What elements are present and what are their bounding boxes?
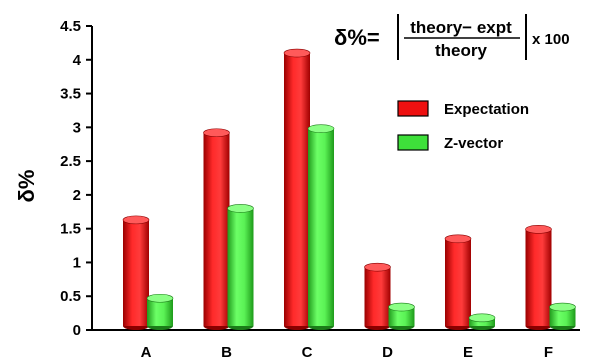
bar-top	[525, 225, 552, 234]
x-category-label: B	[221, 344, 232, 358]
bar-z-vector-c	[307, 124, 335, 330]
y-tick-label: 0	[73, 322, 81, 339]
bar-top	[122, 215, 150, 225]
legend-label-z-vector: Z-vector	[444, 135, 503, 152]
y-tick-label: 4.5	[60, 18, 81, 35]
bar-top	[146, 293, 174, 303]
legend-item-expectation: Expectation	[397, 100, 529, 118]
axes: 0 0.5 1 1.5 2 2.5 3 3.5 4 4.5	[60, 18, 580, 339]
y-tick-label: 3.5	[60, 86, 81, 103]
formula-multiplier: x 100	[532, 31, 570, 48]
legend-item-z-vector: Z-vector	[397, 134, 503, 152]
y-tick-label: 1.5	[60, 221, 81, 238]
bar-expectation-c	[283, 48, 311, 330]
bar-body	[525, 229, 552, 326]
bar-body	[549, 307, 576, 326]
formula-denominator: theory	[435, 41, 488, 60]
bar-body	[123, 219, 149, 326]
x-category-label: C	[302, 344, 313, 358]
bar-top	[227, 204, 254, 213]
y-axis-title: δ%	[14, 170, 39, 203]
y-tick-label: 3	[73, 119, 81, 136]
bar-z-vector-e	[468, 313, 496, 330]
y-tick-label: 1	[73, 254, 81, 271]
bar-z-vector-f	[549, 302, 576, 330]
bar-body	[203, 132, 230, 326]
bars	[122, 48, 576, 330]
bar-top	[203, 128, 230, 138]
bar-expectation-f	[525, 225, 552, 330]
bar-body	[147, 298, 173, 326]
bar-top	[444, 234, 472, 244]
bar-z-vector-d	[388, 302, 415, 330]
legend-label-expectation: Expectation	[444, 101, 529, 118]
formula-lhs: δ%=	[334, 25, 380, 50]
bar-top	[549, 302, 576, 312]
bar-body	[364, 267, 391, 326]
x-category-label: D	[382, 344, 393, 358]
bar-body	[445, 238, 471, 326]
bar-top	[468, 313, 496, 323]
bar-expectation-a	[122, 215, 150, 330]
y-tick-label: 0.5	[60, 288, 81, 305]
y-tick-label: 2	[73, 187, 81, 204]
bar-body	[388, 307, 415, 326]
legend-swatch-expectation	[397, 100, 429, 117]
legend-swatch-z-vector	[397, 134, 429, 151]
y-tick-label: 4	[73, 52, 82, 69]
bar-z-vector-a	[146, 293, 174, 330]
y-tick-label: 2.5	[60, 153, 81, 170]
bar-expectation-e	[444, 234, 472, 330]
bar-top	[307, 124, 335, 133]
x-category-label: E	[463, 344, 473, 358]
x-category-label: F	[544, 344, 553, 358]
bar-body	[308, 128, 334, 326]
category-labels: A B C D E F	[141, 344, 554, 358]
bar-expectation-b	[203, 128, 230, 330]
legend: Expectation Z-vector	[397, 100, 529, 152]
bar-top	[364, 262, 391, 272]
x-category-label: A	[141, 344, 152, 358]
bar-body	[284, 53, 310, 327]
formula-numerator: theory− expt	[410, 18, 512, 37]
bar-z-vector-b	[227, 204, 254, 330]
bar-body	[227, 208, 254, 326]
bar-top	[388, 302, 415, 312]
delta-formula: δ%= theory− expt theory x 100	[334, 14, 570, 60]
bar-top	[283, 48, 311, 58]
bar-expectation-d	[364, 262, 391, 330]
